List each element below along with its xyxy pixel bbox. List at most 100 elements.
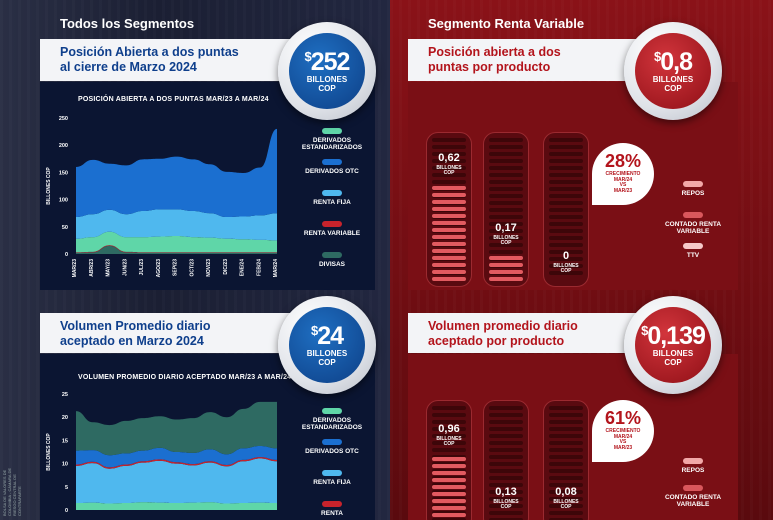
- cylinder-slot: [489, 511, 523, 515]
- right-card1-title-line2: puntas por producto: [428, 60, 551, 74]
- area-chart-daily-volume: 0 5 10 15 20 25 BILLONES COP: [46, 392, 277, 514]
- x-tick-label: MAR/23: [72, 259, 78, 278]
- legend-item: TTV: [663, 243, 723, 259]
- cylinder-slot: [549, 427, 583, 431]
- x-tick-label: NOV/23: [206, 259, 212, 277]
- bar-unit-label: BILLONES: [436, 165, 462, 171]
- cylinder-slot: [549, 173, 583, 177]
- cylinder-slot: [549, 441, 583, 445]
- cylinder-slot: [489, 413, 523, 417]
- bar-value-label: 0,96: [438, 423, 460, 435]
- left-card2-header: Volumen Promedio diario aceptado en Marz…: [40, 313, 300, 353]
- left-card1-title-line2: al cierre de Marzo 2024: [60, 60, 197, 74]
- cylinder-slot: [489, 173, 523, 177]
- cylinder-slot: [432, 166, 466, 170]
- cylinder-slot: [489, 152, 523, 156]
- cylinder-slot: [489, 476, 523, 480]
- x-tick-label: MAY/23: [106, 259, 112, 277]
- x-tick-label: JUN/23: [122, 259, 128, 276]
- x-tick-label: DIC/23: [223, 259, 229, 275]
- legend-label: CONTADO RENTA VARIABLE: [664, 494, 722, 508]
- bar-unit-label: COP: [443, 441, 455, 447]
- cylinder-bar: 0,08 BILLONES COP: [543, 400, 589, 520]
- y-tick-label: 100: [59, 198, 68, 204]
- legend-label: DERIVADOS OTC: [305, 168, 359, 175]
- cylinder-slot: [489, 138, 523, 142]
- y-axis-label: BILLONES COP: [46, 167, 52, 205]
- cylinder-fill: [432, 256, 466, 260]
- legend-swatch: [683, 212, 703, 218]
- cylinder-slot: [549, 462, 583, 466]
- cylinder-fill: [432, 492, 466, 496]
- cylinder-fill: [489, 270, 523, 274]
- bar-unit-label: COP: [500, 240, 512, 246]
- cylinder-slot: [489, 455, 523, 459]
- left-card2-title-line2: aceptado en Marzo 2024: [60, 334, 204, 348]
- cylinder-fill: [432, 221, 466, 225]
- y-tick-label: 0: [65, 508, 68, 514]
- y-tick-label: 20: [62, 415, 68, 421]
- right-card2-title-line2: aceptado por producto: [428, 334, 565, 348]
- cylinder-slot: [489, 236, 523, 240]
- legend-label: DERIVADOS OTC: [305, 448, 359, 455]
- legend-swatch: [683, 243, 703, 249]
- cylinder-slot: [549, 434, 583, 438]
- right-card2-badge: $0,139 BILLONES COP: [624, 296, 722, 394]
- cylinder-slot: [489, 187, 523, 191]
- cylinder-slot: [489, 243, 523, 247]
- cylinder-fill: [489, 263, 523, 267]
- cylinder-slot: [489, 159, 523, 163]
- legend-item: DERIVADOS ESTANDARIZADOS: [292, 408, 372, 431]
- cylinder-fill: [432, 457, 466, 461]
- x-tick-label: MAR/24: [273, 259, 279, 278]
- legend-label: DIVISAS: [318, 261, 345, 268]
- cylinder-slot: [549, 406, 583, 410]
- right-card1-badge: $0,8 BILLONES COP: [624, 22, 722, 120]
- cylinder-fill: [432, 478, 466, 482]
- legend-label: REPOS: [681, 190, 705, 197]
- cylinder-slot: [549, 229, 583, 233]
- legend-item: DERIVADOS OTC: [292, 159, 372, 175]
- bar-unit-label: BILLONES: [553, 499, 579, 505]
- x-tick-label: JUL/23: [139, 259, 145, 276]
- legend-label: CONTADO RENTA VARIABLE: [664, 221, 722, 235]
- legend-label: RENTA VARIABLE: [303, 230, 361, 237]
- cylinder-bar: 0,13 BILLONES COP: [483, 400, 529, 520]
- area-series-derivados-otc: [76, 445, 277, 468]
- cylinder-slot: [489, 180, 523, 184]
- left-card2-badge: $24 BILLONES COP: [278, 296, 376, 394]
- area-series-divisas: [76, 401, 277, 456]
- legend-item: REPOS: [663, 181, 723, 197]
- cylinder-slot: [489, 469, 523, 473]
- cylinder-slot: [549, 448, 583, 452]
- cylinder-slot: [489, 462, 523, 466]
- cylinder-fill: [432, 506, 466, 510]
- area-series-divisas: [76, 245, 277, 254]
- cylinder-slot: [489, 441, 523, 445]
- cylinder-bar: 0,62 BILLONES COP: [426, 132, 472, 287]
- cylinder-slot: [489, 427, 523, 431]
- legend-item: RENTA: [292, 501, 372, 517]
- legend-swatch: [322, 439, 342, 445]
- cylinder-slot: [549, 215, 583, 219]
- legend-swatch: [322, 408, 342, 414]
- y-tick-label: 0: [65, 252, 68, 258]
- y-tick-label: 50: [62, 225, 68, 231]
- left-card2-title-line1: Volumen Promedio diario: [60, 319, 211, 333]
- cylinder-slot: [489, 406, 523, 410]
- cylinder-bar: 0 BILLONES COP: [543, 132, 589, 287]
- bar-value-label: 0,62: [438, 152, 460, 164]
- cylinder-slot: [549, 490, 583, 494]
- legend-swatch: [322, 252, 342, 258]
- bar-unit-label: COP: [443, 170, 455, 176]
- cylinder-slot: [489, 250, 523, 254]
- growth-callout-1: 28% CRECIMIENTO MAR/24 VS MAR/23: [592, 143, 654, 205]
- legend-item: DERIVADOS ESTANDARIZADOS: [292, 128, 372, 151]
- legend-swatch: [683, 485, 703, 491]
- cylinder-slot: [489, 490, 523, 494]
- bar-unit-label: BILLONES: [493, 235, 519, 241]
- right-card1-header: Posición abierta a dos puntas por produc…: [408, 39, 653, 81]
- left-card1-badge: $252 BILLONES COP: [278, 22, 376, 120]
- legend-label: DERIVADOS ESTANDARIZADOS: [301, 137, 363, 151]
